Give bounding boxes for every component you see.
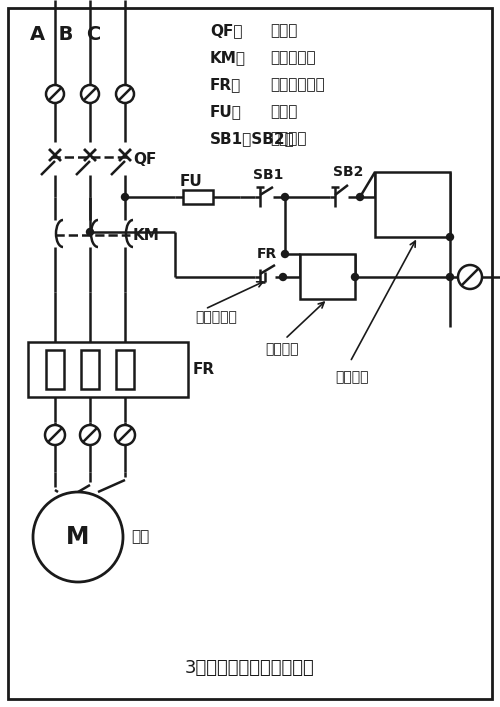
Text: 电机: 电机 [131, 530, 149, 544]
Text: SB1、SB2：: SB1、SB2： [210, 132, 295, 146]
Circle shape [86, 228, 94, 235]
Text: 断路器: 断路器 [270, 23, 297, 38]
Bar [46, 350, 64, 389]
Text: 3相电机启、停控制接线图: 3相电机启、停控制接线图 [185, 659, 315, 677]
Text: QF：: QF： [210, 23, 242, 38]
Text: M: M [66, 525, 90, 549]
Circle shape [356, 194, 364, 201]
Text: 启停按钮: 启停按钮 [270, 132, 306, 146]
Text: FR: FR [257, 247, 277, 261]
Circle shape [352, 274, 358, 281]
Text: FR: FR [193, 362, 215, 377]
Text: KM: KM [133, 228, 160, 243]
Text: FR：: FR： [210, 78, 241, 93]
Bar [375, 172, 450, 237]
Text: 交流接触器: 交流接触器 [270, 50, 316, 66]
Text: FU：: FU： [210, 105, 242, 119]
Circle shape [280, 274, 286, 281]
Text: 吸合线圈: 吸合线圈 [335, 370, 368, 384]
Text: 热过载保护: 热过载保护 [195, 310, 237, 324]
Circle shape [282, 194, 288, 201]
Text: 热过载继电器: 热过载继电器 [270, 78, 325, 93]
Text: SB2: SB2 [333, 165, 364, 179]
Circle shape [282, 250, 288, 257]
Bar [300, 254, 355, 299]
Bar [81, 350, 99, 389]
Circle shape [446, 274, 454, 281]
Circle shape [446, 233, 454, 240]
Bar [183, 190, 213, 204]
Text: KM：: KM： [210, 50, 246, 66]
Text: QF: QF [133, 151, 156, 167]
Text: SB1: SB1 [253, 168, 284, 182]
Text: FU: FU [180, 175, 203, 189]
Text: A  B  C: A B C [30, 25, 101, 45]
Text: 自锁触点: 自锁触点 [265, 342, 298, 356]
Circle shape [122, 194, 128, 201]
Bar [28, 342, 188, 397]
Text: 保险丝: 保险丝 [270, 105, 297, 119]
Text: KM: KM [412, 190, 444, 209]
Text: KM: KM [328, 265, 354, 280]
Bar [116, 350, 134, 389]
